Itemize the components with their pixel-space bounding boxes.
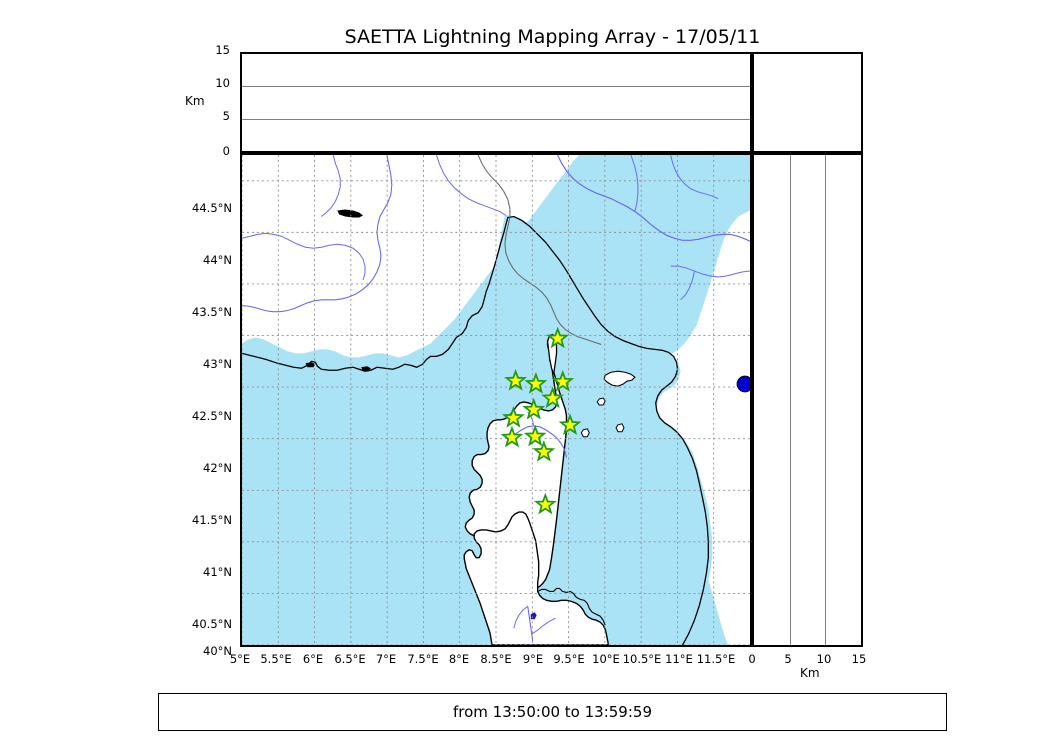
lon-tick-5: 5°E xyxy=(229,652,251,666)
river-sardinia-2 xyxy=(513,605,529,629)
lat-tick-43: 43°N xyxy=(203,357,232,371)
right-km-tick-0: 0 xyxy=(748,652,756,666)
border-france-italy xyxy=(477,155,602,345)
alt-tick-5: 5 xyxy=(222,109,230,123)
lon-tick-11-5: 11.5°E xyxy=(696,652,736,666)
river-rhone xyxy=(242,155,393,313)
altitude-longitude-panel[interactable] xyxy=(240,52,752,153)
lon-tick-7-5: 7.5°E xyxy=(407,652,439,666)
corner-panel xyxy=(752,52,863,153)
map-gridlines xyxy=(242,155,750,645)
river-tiber xyxy=(680,270,695,301)
right-km-tick-10: 10 xyxy=(816,652,832,666)
gridline-alt-10 xyxy=(242,86,750,88)
page-title: SAETTA Lightning Mapping Array - 17/05/1… xyxy=(344,26,761,48)
lon-tick-8-5: 8.5°E xyxy=(480,652,512,666)
lon-tick-5-5: 5.5°E xyxy=(260,652,292,666)
station-star-marker[interactable] xyxy=(551,369,575,392)
river-sardinia-3 xyxy=(531,617,556,635)
altitude-axis-label: Km xyxy=(185,94,205,108)
lake-geneva xyxy=(337,209,364,218)
river-it-north xyxy=(670,155,719,200)
lon-tick-9-5: 9.5°E xyxy=(553,652,585,666)
coast-detail-marseille xyxy=(361,366,371,372)
island-giglio xyxy=(580,428,590,438)
lon-tick-11: 11°E xyxy=(665,652,693,666)
island-montecristo xyxy=(615,423,625,433)
station-star-marker[interactable] xyxy=(502,406,525,428)
river-corsica-1 xyxy=(515,425,567,458)
island-small-1 xyxy=(596,397,606,406)
island-sardinia xyxy=(463,511,609,645)
station-star-marker[interactable] xyxy=(546,326,570,349)
lon-tick-10-5: 10.5°E xyxy=(622,652,662,666)
right-km-tick-5: 5 xyxy=(784,652,792,666)
alt-tick-0: 0 xyxy=(222,144,230,158)
river-saone xyxy=(435,155,507,216)
lat-tick-42: 42°N xyxy=(203,461,232,475)
lon-tick-7: 7°E xyxy=(375,652,397,666)
station-star-marker[interactable] xyxy=(558,413,582,435)
time-range-box[interactable]: from 13:50:00 to 13:59:59 xyxy=(158,693,947,731)
lat-tick-41-5: 41.5°N xyxy=(192,513,232,527)
map-panel[interactable] xyxy=(240,153,752,647)
alt-tick-10: 10 xyxy=(215,76,230,90)
station-star-marker[interactable] xyxy=(532,440,556,462)
coastline-elba xyxy=(603,370,636,387)
river-north-1 xyxy=(321,155,341,217)
coastline-france-italy xyxy=(242,215,709,645)
sardinia-ne-coast xyxy=(537,587,606,626)
lat-tick-40-5: 40.5°N xyxy=(192,617,232,631)
lon-tick-8: 8°E xyxy=(448,652,470,666)
lon-tick-10: 10°E xyxy=(592,652,620,666)
right-km-tick-15: 15 xyxy=(851,652,867,666)
source-markers-layer[interactable] xyxy=(736,375,750,393)
station-star-marker[interactable] xyxy=(524,372,548,394)
station-star-marker[interactable] xyxy=(500,425,524,448)
lat-tick-44: 44°N xyxy=(203,253,232,267)
coast-detail-riviera xyxy=(305,362,316,368)
sea-ligurian xyxy=(242,214,713,645)
lat-tick-42-5: 42.5°N xyxy=(192,409,232,423)
station-star-marker[interactable] xyxy=(504,368,527,391)
lightning-source-marker[interactable] xyxy=(736,375,750,393)
gridline-alt-5 xyxy=(242,118,750,120)
lon-tick-9: 9°E xyxy=(522,652,544,666)
river-durance xyxy=(242,232,366,281)
river-po xyxy=(556,155,750,242)
landmass-south-france xyxy=(242,155,580,358)
time-range-text: from 13:50:00 to 13:59:59 xyxy=(452,703,652,721)
lat-tick-44-5: 44.5°N xyxy=(192,201,232,215)
river-po-branch xyxy=(630,155,639,212)
right-km-axis-label: Km xyxy=(800,666,820,680)
lon-tick-6: 6°E xyxy=(302,652,324,666)
station-markers-layer[interactable] xyxy=(500,326,582,515)
station-star-marker[interactable] xyxy=(541,386,564,409)
lon-tick-6-5: 6.5°E xyxy=(334,652,366,666)
station-star-marker[interactable] xyxy=(533,492,557,515)
lat-tick-43-5: 43.5°N xyxy=(192,305,232,319)
station-star-marker[interactable] xyxy=(522,397,546,420)
river-arno xyxy=(670,265,750,278)
river-sardinia-1 xyxy=(527,606,534,642)
map-canvas xyxy=(242,155,750,645)
lat-tick-40: 40°N xyxy=(203,644,232,658)
station-star-marker[interactable] xyxy=(523,424,547,447)
gridline-km-10 xyxy=(825,155,827,645)
altitude-latitude-panel[interactable] xyxy=(752,153,863,647)
lat-tick-41: 41°N xyxy=(203,565,232,579)
gridline-km-5 xyxy=(789,155,791,645)
alt-tick-15: 15 xyxy=(215,43,230,57)
